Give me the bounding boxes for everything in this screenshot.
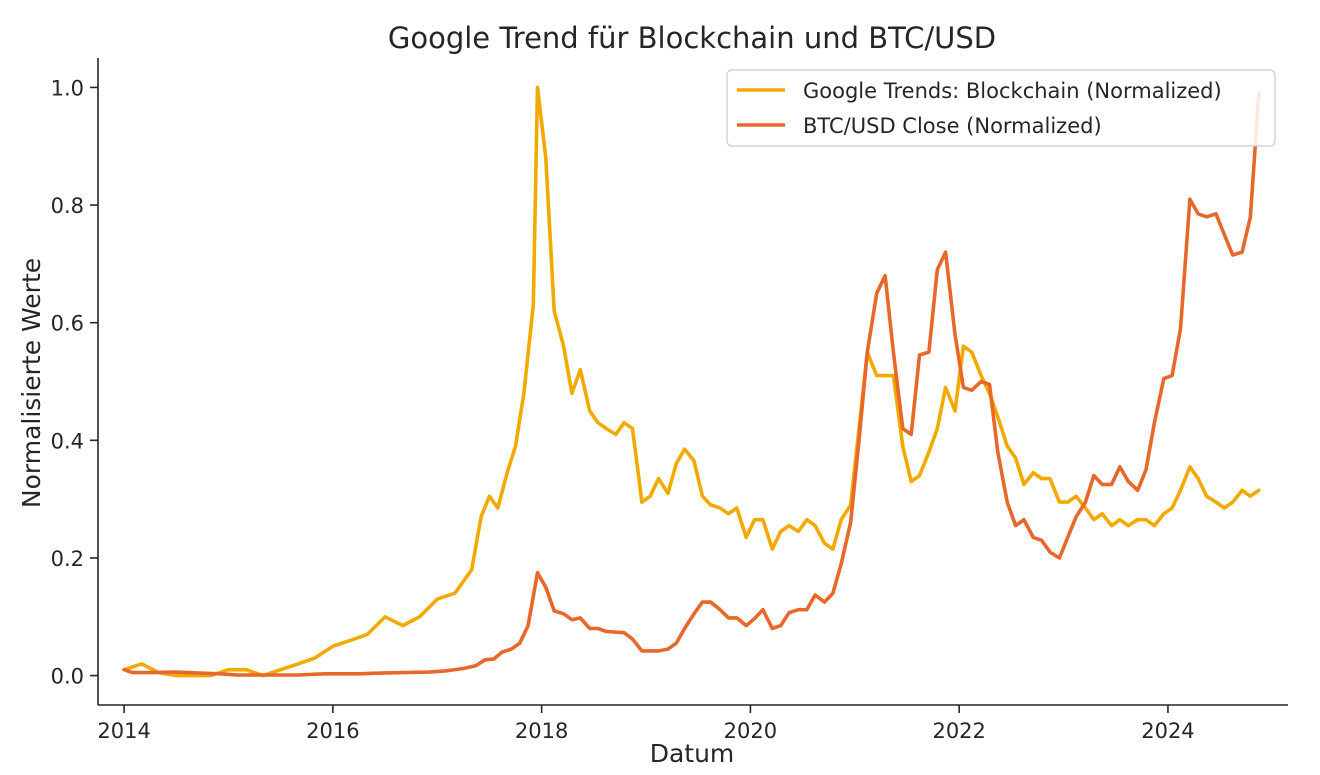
x-tick-label: 2022 <box>932 719 985 743</box>
y-tick-label: 0.2 <box>51 547 84 571</box>
x-axis-ticks: 2014 2016 2018 2020 2022 2024 <box>97 705 1195 743</box>
y-tick-label: 1.0 <box>51 76 84 100</box>
x-tick-label: 2016 <box>306 719 359 743</box>
y-axis-label: Normalisierte Werte <box>17 258 46 508</box>
x-tick-label: 2018 <box>515 719 568 743</box>
y-tick-label: 0.6 <box>51 312 84 336</box>
legend-label: Google Trends: Blockchain (Normalized) <box>803 79 1222 103</box>
x-tick-label: 2020 <box>724 719 777 743</box>
axes <box>97 58 1288 706</box>
x-tick-label: 2024 <box>1141 719 1194 743</box>
series-line-1 <box>122 85 1261 678</box>
legend: Google Trends: Blockchain (Normalized) BT… <box>726 69 1276 147</box>
plot-area <box>122 85 1261 678</box>
y-tick-label: 0.0 <box>51 665 84 689</box>
legend-label: BTC/USD Close (Normalized) <box>803 114 1102 138</box>
x-tick-label: 2014 <box>97 719 150 743</box>
chart-title: Google Trend für Blockchain und BTC/USD <box>388 21 996 55</box>
y-tick-label: 0.4 <box>51 429 84 453</box>
y-tick-label: 0.8 <box>51 194 84 218</box>
x-axis-label: Datum <box>650 739 735 768</box>
y-axis-ticks: 0.0 0.2 0.4 0.6 0.8 1.0 <box>51 76 98 689</box>
legend-box <box>726 69 1276 147</box>
series-line-2 <box>122 91 1261 677</box>
